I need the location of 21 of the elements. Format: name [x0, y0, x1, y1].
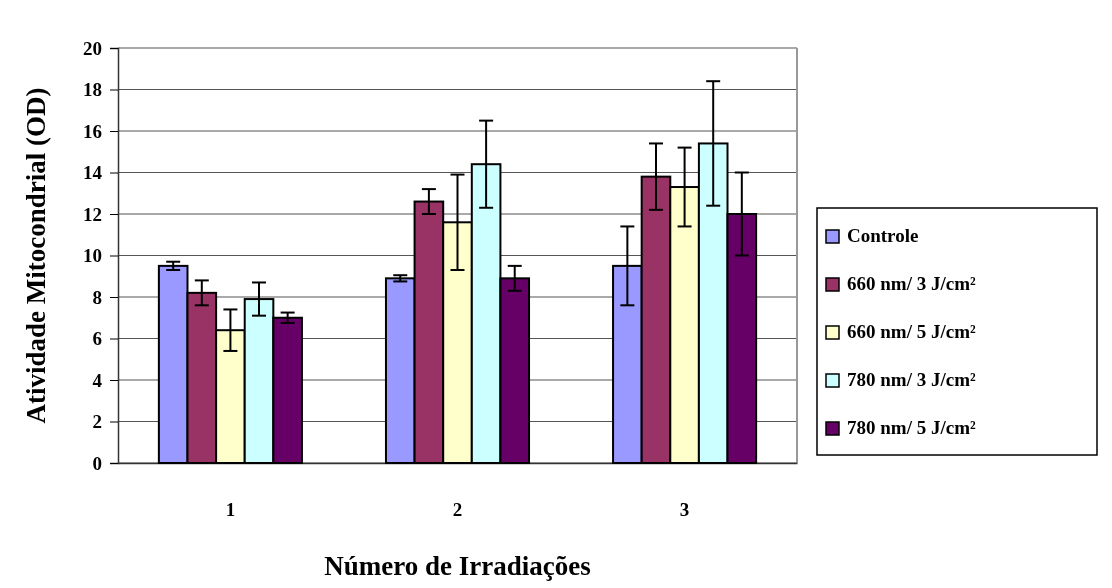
- x-axis-title: Número de Irradiações: [324, 551, 591, 581]
- y-tick-label: 18: [83, 79, 102, 101]
- y-tick-label: 12: [83, 203, 102, 225]
- y-tick-label: 2: [92, 411, 102, 433]
- y-tick-label: 8: [92, 286, 102, 308]
- legend-label: 660 nm/ 3 J/cm²: [847, 273, 976, 294]
- y-axis-title: Atividade Mitocondrial (OD): [21, 87, 51, 424]
- legend-label: 660 nm/ 5 J/cm²: [847, 321, 976, 342]
- legend-label: 780 nm/ 5 J/cm²: [847, 417, 976, 438]
- y-tick-label: 0: [92, 452, 102, 474]
- x-tick-label: 3: [679, 499, 690, 521]
- y-tick-label: 4: [92, 369, 103, 391]
- legend-label: 780 nm/ 3 J/cm²: [847, 369, 976, 390]
- legend-label: Controle: [847, 225, 919, 246]
- x-tick-label: 2: [452, 499, 463, 521]
- y-tick-label: 6: [92, 328, 102, 350]
- x-tick-label: 1: [225, 499, 236, 521]
- y-tick-label: 10: [83, 245, 102, 267]
- y-tick-label: 14: [83, 162, 103, 184]
- y-tick-label: 20: [83, 37, 102, 59]
- y-tick-label: 16: [83, 120, 102, 142]
